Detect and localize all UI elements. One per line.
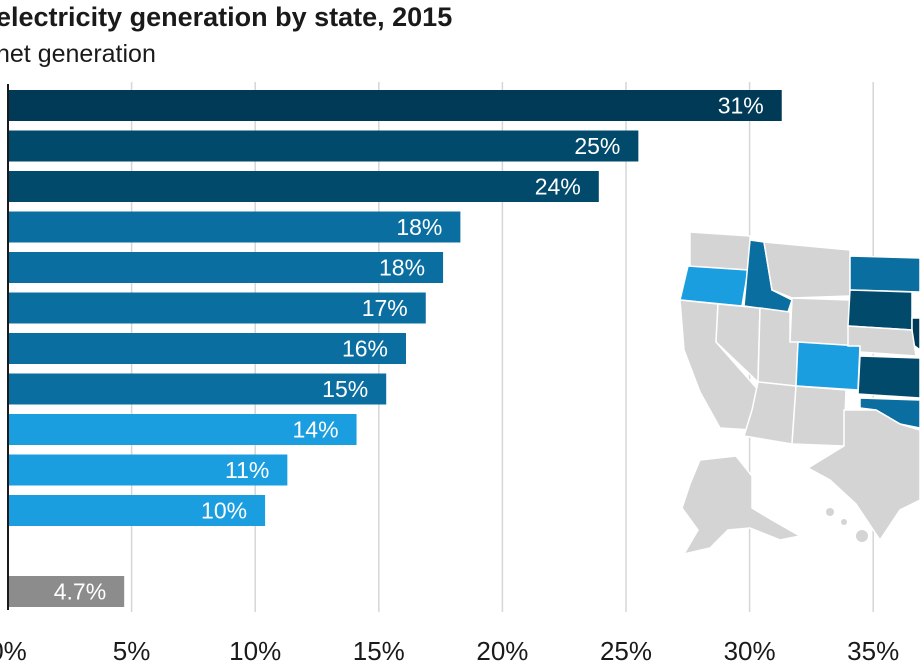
bar-value-label: 25% bbox=[574, 133, 620, 159]
x-tick-label: 20% bbox=[476, 636, 528, 666]
bar-value-label: 31% bbox=[718, 93, 764, 119]
map-state-ak bbox=[681, 455, 803, 556]
bar-value-label: 24% bbox=[535, 174, 581, 200]
x-tick-label: 35% bbox=[847, 636, 899, 666]
map-state-nd bbox=[849, 255, 920, 293]
map-state-mt bbox=[763, 241, 851, 299]
chart-subtitle: net generation bbox=[0, 40, 156, 68]
bar bbox=[8, 211, 461, 243]
map-state-hi-1 bbox=[826, 508, 834, 516]
x-tick-label: 30% bbox=[724, 636, 776, 666]
bar-value-label: 16% bbox=[342, 336, 388, 362]
map-state-co bbox=[795, 341, 861, 391]
bar bbox=[8, 292, 426, 324]
bar bbox=[8, 90, 782, 121]
us-state-map bbox=[679, 231, 920, 556]
bar-value-label: 11% bbox=[225, 457, 269, 483]
map-state-hi-2 bbox=[841, 519, 847, 525]
bar bbox=[8, 414, 357, 445]
bar-value-label: 14% bbox=[293, 417, 339, 443]
x-tick-label: 15% bbox=[353, 636, 405, 666]
bars bbox=[8, 90, 782, 607]
map-state-sd bbox=[847, 289, 913, 331]
map-state-tx bbox=[806, 409, 920, 542]
map-state-west bbox=[689, 231, 753, 271]
map-state-nm bbox=[791, 385, 847, 447]
map-state-wy bbox=[789, 297, 851, 347]
bar-labels: 31% 25% 24% 18% 18% 17% 16% 15% 14% 11% 10% 4.7% bbox=[54, 93, 764, 605]
bar bbox=[8, 454, 288, 486]
map-state-az bbox=[743, 381, 797, 445]
map-state-ks bbox=[857, 355, 920, 399]
chart-title: electricity generation by state, 2015 bbox=[0, 2, 453, 32]
x-tick-label: 10% bbox=[229, 636, 281, 666]
bar-value-label: 4.7% bbox=[54, 579, 106, 605]
x-tick-label: 0% bbox=[0, 636, 27, 666]
bar-value-label: 15% bbox=[322, 376, 368, 402]
x-tick-label: 5% bbox=[113, 636, 151, 666]
map-state-hi-3 bbox=[856, 530, 868, 542]
bar-value-label: 18% bbox=[379, 255, 425, 281]
x-tick-labels: 0% 5% 10% 15% 20% 25% 30% 35% bbox=[0, 636, 899, 666]
bar-value-label: 10% bbox=[201, 498, 247, 524]
bar bbox=[8, 373, 387, 405]
bar bbox=[8, 171, 599, 202]
x-tick-label: 25% bbox=[600, 636, 652, 666]
map-state-ne bbox=[847, 325, 917, 357]
bar-value-label: 17% bbox=[362, 295, 408, 321]
bar-value-label: 18% bbox=[396, 214, 442, 240]
map-state-or bbox=[679, 265, 749, 307]
bar bbox=[8, 495, 266, 526]
bar bbox=[8, 333, 406, 364]
bar bbox=[8, 252, 444, 283]
bar bbox=[8, 130, 639, 162]
bar bbox=[8, 576, 125, 607]
